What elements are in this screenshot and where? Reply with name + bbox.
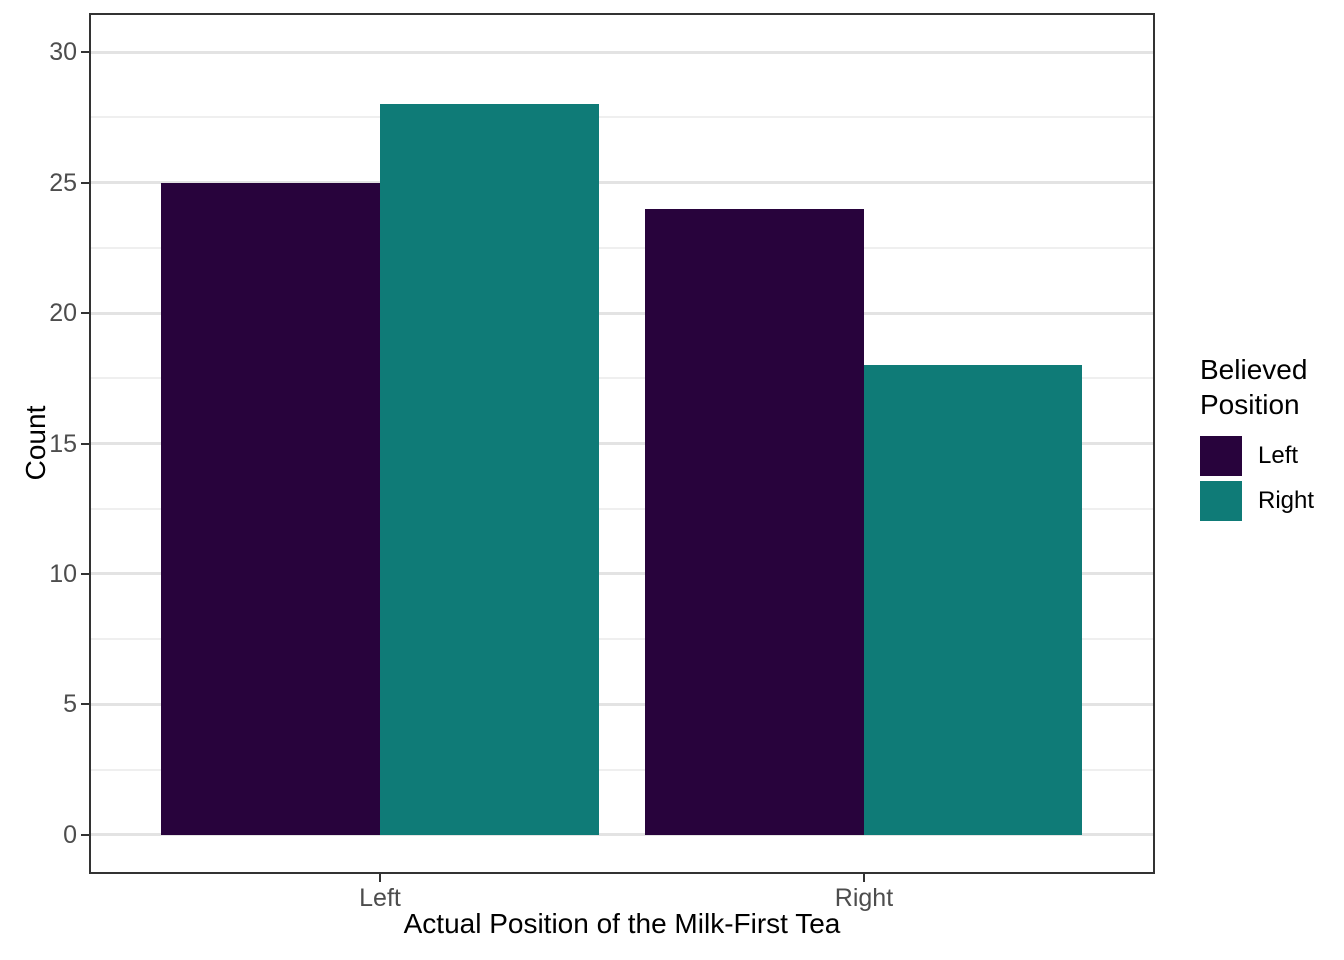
gridline-major (89, 442, 1155, 445)
gridline-minor (89, 768, 1155, 771)
y-tick-mark (81, 442, 89, 445)
x-axis-title: Actual Position of the Milk-First Tea (403, 908, 841, 939)
gridline-minor (89, 116, 1155, 119)
gridline-major (89, 181, 1155, 185)
bar-right-believed-left (645, 208, 864, 835)
gridline-major (89, 702, 1155, 706)
gridline-major (89, 311, 1155, 315)
y-tick-label: 20 (49, 299, 77, 328)
bar-left-believed-left (161, 182, 380, 835)
y-tick-mark (81, 833, 89, 836)
gridline-minor (89, 638, 1155, 641)
legend-swatch-right (1200, 481, 1242, 521)
y-axis-title: Count (20, 405, 51, 481)
y-tick-mark (81, 181, 89, 184)
x-tick-mark (379, 874, 382, 882)
gridline-major (89, 572, 1155, 576)
gridline-minor (89, 507, 1155, 510)
gridline-minor (89, 246, 1155, 249)
legend: Believed Position Left Right (1200, 352, 1314, 526)
legend-title: Believed Position (1200, 354, 1308, 420)
y-tick-label: 0 (63, 820, 77, 849)
y-tick-label: 10 (49, 559, 77, 588)
y-tick-label: 30 (49, 38, 77, 67)
gridline-major (89, 833, 1155, 837)
x-tick-mark (862, 874, 865, 882)
y-tick-label: 25 (49, 168, 77, 197)
y-tick-mark (81, 312, 89, 315)
legend-label-left: Left (1258, 442, 1299, 469)
y-tick-mark (81, 703, 89, 706)
gridline-minor (89, 377, 1155, 380)
legend-swatch-left (1200, 436, 1242, 476)
gridline-major (89, 50, 1155, 54)
legend-label-right: Right (1258, 487, 1315, 514)
x-tick-label: Right (834, 884, 894, 912)
bar-right-believed-right (863, 365, 1083, 835)
y-tick-label: 5 (63, 690, 77, 719)
y-tick-mark (81, 51, 89, 54)
y-tick-label: 15 (49, 429, 77, 458)
bar-left-believed-right (380, 104, 599, 835)
legend-item-right: Right (1200, 481, 1314, 521)
legend-item-left: Left (1200, 436, 1314, 476)
x-tick-label: Left (359, 884, 401, 912)
y-tick-mark (81, 572, 89, 575)
